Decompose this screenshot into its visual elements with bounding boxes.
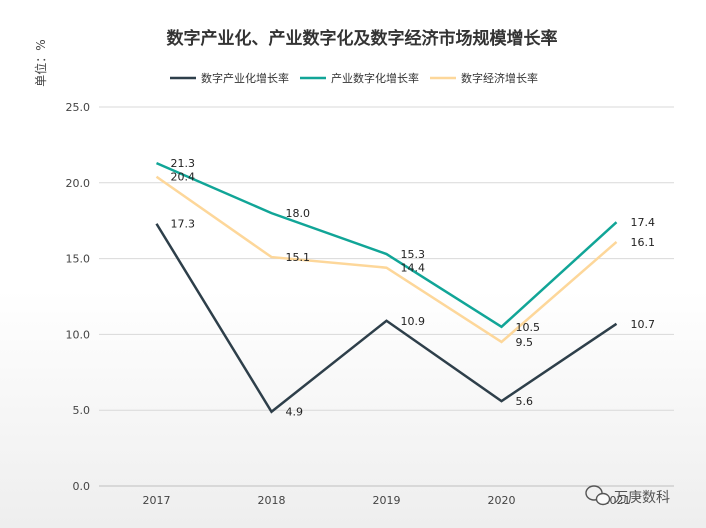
series-line-1 <box>155 223 618 414</box>
x-tick-label: 2020 <box>488 494 516 507</box>
watermark: 万庚数科 <box>585 485 670 506</box>
data-label: 18.0 <box>286 207 311 220</box>
x-tick-label: 2017 <box>143 494 171 507</box>
data-label: 16.1 <box>631 236 656 249</box>
legend-item: 数字经济增长率 <box>430 71 538 85</box>
data-label: 10.7 <box>631 318 656 331</box>
y-axis-ticks: 0.0 5.0 10.0 15.0 20.0 25.0 <box>66 101 91 493</box>
series-line-3 <box>155 175 618 344</box>
data-label: 9.5 <box>516 336 534 349</box>
legend: 数字产业化增长率 产业数字化增长率 数字经济增长率 <box>170 71 538 85</box>
legend-label: 数字产业化增长率 <box>201 71 289 85</box>
data-label: 20.4 <box>171 171 196 184</box>
data-label: 15.1 <box>286 251 311 264</box>
data-labels: 17.3 4.9 10.9 5.6 10.7 21.3 18.0 15.3 10.5 17.4 20… <box>171 157 656 419</box>
y-tick-label: 10.0 <box>66 328 91 341</box>
y-axis-unit-label: 单位：% <box>33 39 48 86</box>
gridlines <box>99 106 674 487</box>
watermark-text: 万庚数科 <box>614 490 670 506</box>
data-label: 17.3 <box>171 218 196 231</box>
legend-label: 产业数字化增长率 <box>331 71 419 85</box>
legend-item: 产业数字化增长率 <box>300 71 419 85</box>
data-label: 10.5 <box>516 321 541 334</box>
data-label: 21.3 <box>171 157 196 170</box>
chart-title: 数字产业化、产业数字化及数字经济市场规模增长率 <box>167 28 558 49</box>
y-tick-label: 20.0 <box>66 177 91 190</box>
series-lines <box>155 161 618 414</box>
y-tick-label: 25.0 <box>66 101 91 114</box>
series-line-2 <box>156 161 618 329</box>
x-axis-ticks: 2017 2018 2019 2020 2021 <box>143 494 631 507</box>
data-label: 17.4 <box>631 216 656 229</box>
legend-label: 数字经济增长率 <box>461 71 538 85</box>
y-tick-label: 5.0 <box>73 404 91 417</box>
wechat-icon <box>585 485 611 506</box>
y-tick-label: 15.0 <box>66 253 91 266</box>
data-label: 4.9 <box>286 406 304 419</box>
data-label: 10.9 <box>401 315 426 328</box>
data-label: 14.4 <box>401 262 426 275</box>
data-label: 5.6 <box>516 395 534 408</box>
legend-item: 数字产业化增长率 <box>170 71 289 85</box>
x-tick-label: 2019 <box>373 494 401 507</box>
y-tick-label: 0.0 <box>73 480 91 493</box>
data-label: 15.3 <box>401 248 426 261</box>
x-tick-label: 2018 <box>258 494 286 507</box>
